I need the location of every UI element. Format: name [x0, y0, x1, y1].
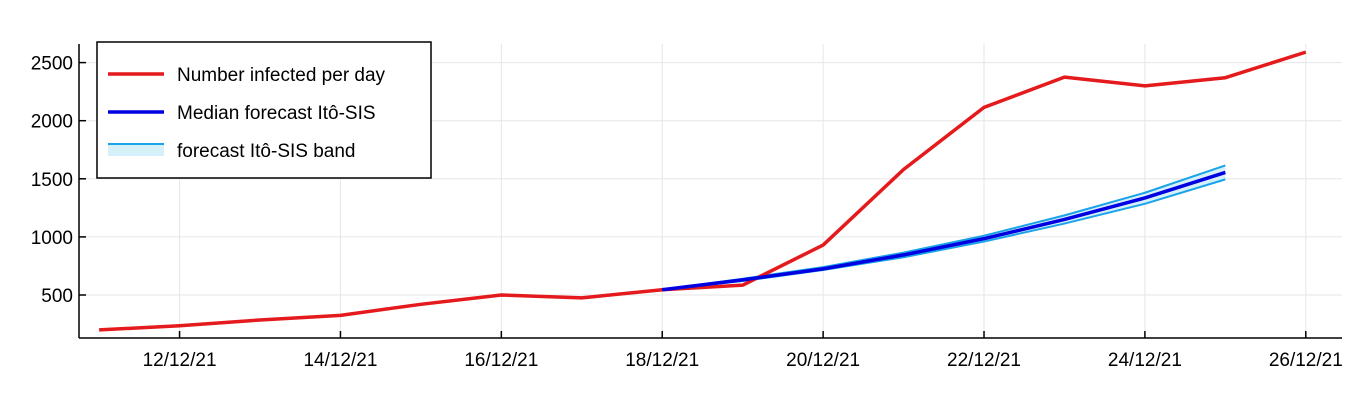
median-forecast-line	[662, 170, 1226, 292]
y-tick-label: 500	[41, 286, 73, 307]
axes: 12/12/21 14/12/21 16/12/21 18/12/21 20/12/21…	[31, 44, 1343, 371]
x-tick-label: 20/12/21	[786, 350, 860, 371]
forecast-band-upper-line	[662, 164, 1226, 291]
x-tick-label: 22/12/21	[947, 350, 1021, 371]
y-tick-label: 1000	[31, 228, 73, 249]
legend-label: forecast Itô-SIS band	[177, 141, 356, 162]
forecast-band-layer	[662, 164, 1226, 291]
legend-swatch-band	[108, 144, 164, 156]
forecast-band-fill	[662, 165, 1226, 290]
x-tick-label: 16/12/21	[464, 350, 538, 371]
x-tick-label: 18/12/21	[625, 350, 699, 371]
observed-series-line	[99, 50, 1307, 332]
legend-label: Median forecast Itô-SIS	[177, 103, 376, 124]
legend: Number infected per day Median forecast I…	[96, 41, 432, 179]
y-tick-label: 2000	[31, 112, 73, 133]
x-tick-label: 26/12/21	[1269, 350, 1343, 371]
x-tick-label: 24/12/21	[1108, 350, 1182, 371]
series-lines-layer	[99, 50, 1307, 332]
x-tick-label: 14/12/21	[303, 350, 377, 371]
y-tick-label: 2500	[31, 54, 73, 75]
legend-label: Number infected per day	[177, 65, 386, 86]
x-tick-label: 12/12/21	[143, 350, 217, 371]
y-tick-label: 1500	[31, 170, 73, 191]
